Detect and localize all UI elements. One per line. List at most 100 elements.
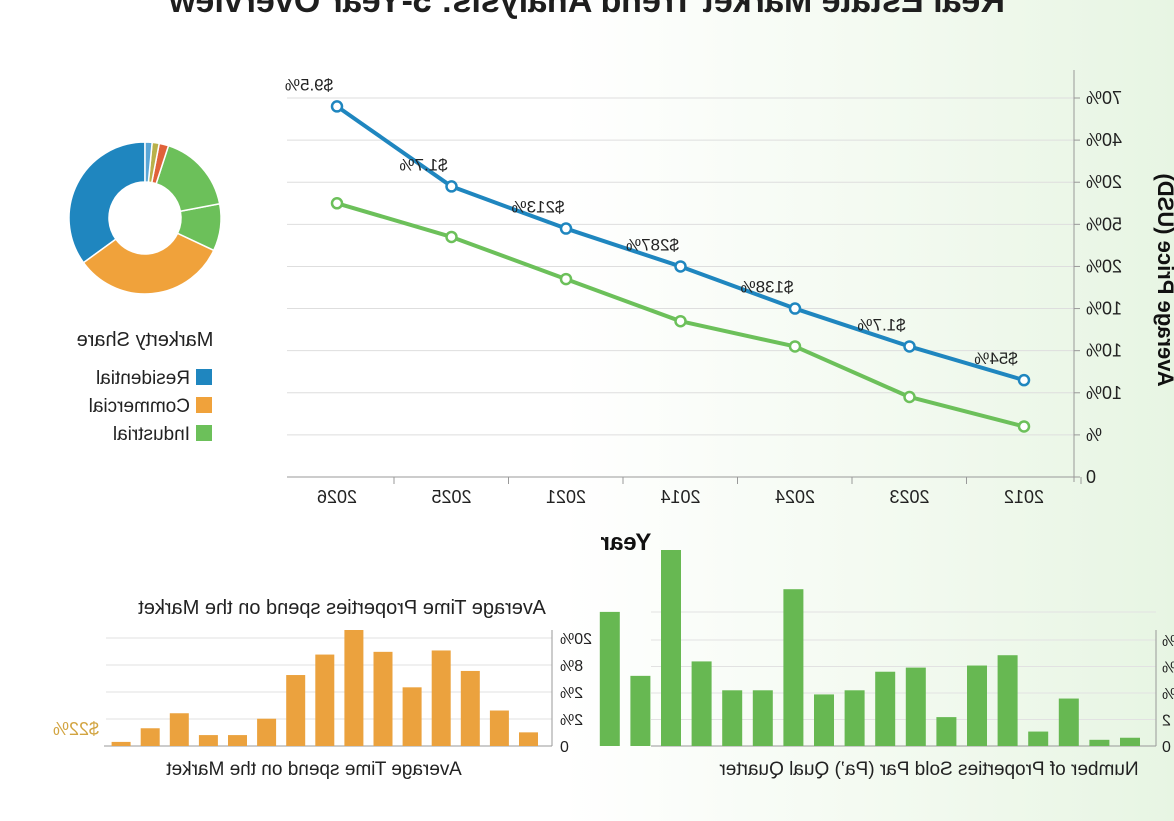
donut-chart: Markerty Share Residential Commercial Indu… bbox=[68, 141, 222, 445]
green-bar-y-tick-label: 2% bbox=[1162, 686, 1174, 703]
line-chart-point bbox=[330, 100, 344, 113]
orange-bar bbox=[460, 670, 480, 746]
line-chart-point-label: $1.7% bbox=[399, 155, 447, 174]
line-chart-point-label: $9.5% bbox=[285, 75, 333, 94]
green-bar-x-axis-title: Number of Properties Sold Par (Pa’) Qual… bbox=[719, 759, 1139, 780]
donut-slices bbox=[68, 141, 222, 295]
orange-bar bbox=[373, 651, 393, 746]
green-bar bbox=[875, 671, 896, 746]
green-bar bbox=[1120, 737, 1140, 746]
line-chart-x-ticks: 2012 2023 2024 2014 2021 2025 2026 bbox=[317, 477, 1082, 507]
donut-legend-swatch bbox=[196, 397, 212, 413]
line-chart-x-tick-label: 2026 bbox=[317, 487, 357, 507]
green-bar bbox=[599, 611, 620, 746]
green-bar bbox=[752, 690, 773, 746]
green-bar bbox=[630, 675, 651, 746]
line-chart-point bbox=[559, 222, 573, 235]
green-bar-y-tick-label: 2 bbox=[1162, 713, 1171, 730]
orange-bar bbox=[344, 630, 364, 746]
orange-bar-annotation: $22% bbox=[53, 719, 99, 739]
green-bar bbox=[661, 550, 681, 746]
orange-bar-title: Average Time Properties spend on the Mar… bbox=[138, 597, 546, 619]
donut-legend-label: Residential bbox=[96, 368, 190, 389]
green-bar-y-tick-label: 1% bbox=[1162, 633, 1174, 650]
donut-legend-label: Commercial bbox=[89, 396, 190, 417]
line-chart-point bbox=[1017, 373, 1031, 387]
line-chart-point bbox=[674, 314, 687, 328]
orange-bar bbox=[315, 654, 335, 746]
line-chart-point bbox=[1017, 420, 1031, 433]
green-bar-y-ticks: 0 2 2% 4% 1% bbox=[1162, 633, 1174, 756]
donut-legend-swatch bbox=[196, 425, 212, 441]
green-bar bbox=[722, 690, 743, 746]
orange-bar-chart: 0 2% 2% 8% 20% Average Time Properties spend… bbox=[53, 597, 592, 780]
line-chart-y-axis-title: Average Price (USD) bbox=[1153, 173, 1174, 386]
line-chart-point bbox=[559, 272, 573, 286]
line-chart-x-tick-label: 2021 bbox=[546, 487, 586, 507]
line-chart-y-ticks: 0% 10% 10% 10% 20% 50% 20% 40% 70% bbox=[1074, 88, 1122, 487]
line-chart-point bbox=[445, 180, 458, 193]
donut-slice bbox=[144, 141, 153, 183]
line-chart-y-tick-label: 10% bbox=[1086, 383, 1122, 403]
green-bar bbox=[1058, 698, 1079, 746]
green-bar bbox=[936, 717, 957, 746]
donut-chart-title: Markerty Share bbox=[77, 329, 214, 351]
orange-bar-y-ticks: 0 2% 2% 8% 20% bbox=[560, 631, 592, 756]
orange-bar-x-axis-title: Average Time spend on the Market bbox=[166, 759, 462, 780]
line-chart-point bbox=[903, 340, 916, 353]
line-chart-point bbox=[903, 390, 916, 404]
green-bar bbox=[844, 690, 865, 746]
donut-slice bbox=[82, 232, 215, 295]
line-chart-point bbox=[445, 230, 458, 244]
line-chart-point-label: $213% bbox=[512, 198, 565, 217]
line-chart-y-tick-label: 50% bbox=[1086, 214, 1122, 234]
orange-bar bbox=[286, 675, 306, 746]
green-bar-y-tick-label: 0 bbox=[1162, 739, 1171, 756]
donut-slice bbox=[68, 141, 146, 264]
orange-bar bbox=[431, 650, 451, 746]
line-chart-x-tick-label: 2024 bbox=[775, 487, 815, 507]
green-bar bbox=[1089, 739, 1110, 746]
line-chart-y-tick-label: % bbox=[1086, 425, 1102, 445]
line-chart-series-line bbox=[335, 104, 1025, 383]
donut-legend-label: Industrial bbox=[113, 424, 190, 445]
orange-bar bbox=[111, 741, 131, 746]
line-chart-y-tick-label: 20% bbox=[1086, 256, 1122, 276]
orange-bar-y-tick-label: 2% bbox=[560, 712, 583, 729]
green-bar-marks bbox=[599, 550, 1140, 746]
donut-legend: Residential Commercial Industrial bbox=[89, 368, 212, 445]
orange-bar bbox=[140, 728, 160, 746]
line-chart-x-tick-label: 2023 bbox=[889, 487, 929, 507]
orange-bar bbox=[519, 732, 538, 746]
line-chart-y-tick-label: 10% bbox=[1086, 341, 1122, 361]
donut-legend-swatch bbox=[196, 369, 212, 385]
green-bar bbox=[997, 655, 1018, 746]
line-chart-point-label: $1.7% bbox=[857, 315, 905, 334]
line-chart: 0%10%10%10%20%50%20%40%70% 2012202320242… bbox=[285, 70, 1174, 556]
line-chart-y-tick-label: 40% bbox=[1086, 130, 1122, 150]
line-chart-point bbox=[788, 340, 802, 353]
line-chart-point-labels: $54% $1.7% $138% $287% $213% $1.7% $9.5% bbox=[285, 75, 1018, 368]
orange-bar bbox=[228, 735, 247, 746]
line-chart-x-tick-label: 2025 bbox=[431, 487, 471, 507]
line-chart-series bbox=[330, 100, 1031, 433]
green-bar bbox=[905, 667, 926, 746]
green-bar-chart: 0 2 2% 4% 1% Number of Properties Sold Par (… bbox=[599, 550, 1174, 780]
line-chart-y-tick-label: 10% bbox=[1086, 299, 1122, 319]
line-chart-y-tick-label: 0 bbox=[1086, 467, 1096, 487]
orange-bar bbox=[257, 718, 277, 746]
green-bar bbox=[783, 589, 804, 746]
page-title: Real Estate Market Trend Analysis: 5-Yea… bbox=[169, 0, 1005, 20]
orange-bar bbox=[169, 713, 189, 746]
line-chart-point bbox=[674, 260, 687, 273]
line-chart-point bbox=[330, 197, 344, 210]
line-chart-x-tick-label: 2014 bbox=[660, 487, 700, 507]
orange-bar-y-tick-label: 0 bbox=[560, 739, 569, 756]
green-bar bbox=[1028, 731, 1049, 746]
line-chart-x-tick-label: 2012 bbox=[1004, 487, 1044, 507]
orange-bar bbox=[402, 687, 422, 746]
orange-bar-y-tick-label: 2% bbox=[560, 685, 583, 702]
orange-bar-y-tick-label: 8% bbox=[560, 658, 583, 675]
